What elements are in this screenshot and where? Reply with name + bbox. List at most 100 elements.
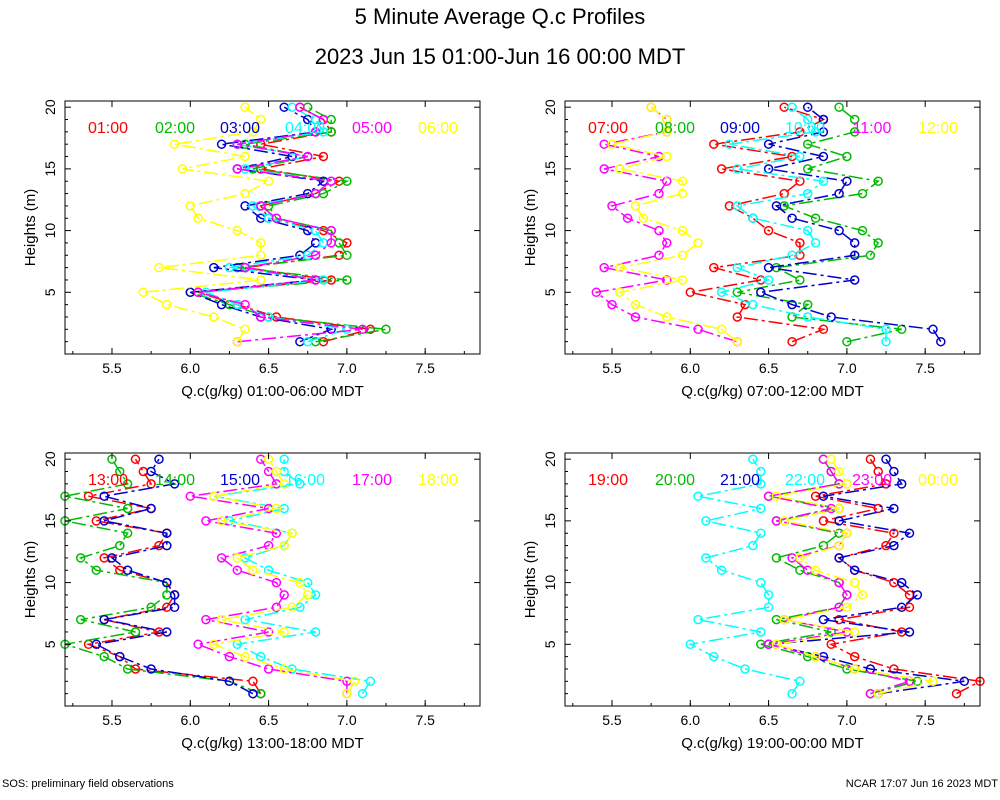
data-point xyxy=(662,114,672,125)
data-point xyxy=(787,299,797,310)
data-point xyxy=(732,201,743,211)
data-point xyxy=(787,688,797,699)
data-point xyxy=(716,324,727,335)
x-tick-label: 7.0 xyxy=(337,360,357,376)
data-point xyxy=(662,151,672,162)
data-point xyxy=(732,287,743,298)
data-point xyxy=(302,336,313,347)
y-tick-label: 5 xyxy=(42,288,58,296)
legend-entry: 04:00 xyxy=(285,120,325,137)
x-tick-label: 7.5 xyxy=(915,712,935,728)
data-point xyxy=(802,312,813,322)
data-point xyxy=(662,127,672,137)
data-point xyxy=(779,516,789,526)
data-point xyxy=(763,225,774,236)
data-point xyxy=(256,201,266,211)
data-point xyxy=(75,553,86,563)
x-tick-label: 5.5 xyxy=(102,712,122,728)
y-tick-label: 10 xyxy=(42,575,58,591)
data-point xyxy=(279,664,289,674)
data-point xyxy=(279,540,289,551)
series-line-0800 xyxy=(737,106,902,343)
data-point xyxy=(709,262,719,273)
data-point xyxy=(834,102,844,112)
x-tick-label: 7.0 xyxy=(337,712,357,728)
y-axis-label: Heights (m) xyxy=(522,189,539,267)
x-tick-label: 6.5 xyxy=(259,712,279,728)
data-point xyxy=(654,225,664,236)
data-point xyxy=(787,336,797,347)
data-point xyxy=(857,188,868,199)
y-tick-label: 20 xyxy=(542,451,558,467)
series-line-0500 xyxy=(197,106,363,343)
data-point xyxy=(763,262,774,273)
x-tick-label: 6.0 xyxy=(181,712,201,728)
data-point xyxy=(185,491,196,501)
data-point xyxy=(716,565,727,575)
data-point xyxy=(881,479,891,489)
data-point xyxy=(873,688,883,699)
data-point xyxy=(224,651,235,662)
data-point xyxy=(318,238,329,248)
data-point xyxy=(818,454,829,464)
data-point xyxy=(271,466,282,477)
data-point xyxy=(122,479,133,489)
legend-entry: 21:00 xyxy=(720,472,760,489)
data-point xyxy=(881,454,891,464)
data-point xyxy=(834,577,844,588)
data-point xyxy=(896,602,907,613)
data-point xyxy=(263,176,274,186)
data-point xyxy=(763,590,774,600)
plot-frame xyxy=(564,100,981,355)
data-point xyxy=(216,299,227,310)
data-point xyxy=(857,590,868,600)
data-point xyxy=(599,164,609,174)
data-point xyxy=(810,565,821,575)
data-point xyxy=(256,275,266,285)
legend-entry: 23:00 xyxy=(852,472,892,489)
data-point xyxy=(240,651,250,662)
data-point xyxy=(849,127,860,137)
data-point xyxy=(685,287,696,298)
data-point xyxy=(138,466,149,477)
y-tick-label: 10 xyxy=(542,575,558,591)
chart-subtitle: 2023 Jun 15 01:00-Jun 16 00:00 MDT xyxy=(314,44,686,69)
data-point xyxy=(279,590,289,600)
data-point xyxy=(873,503,883,514)
legend-entry: 16:00 xyxy=(285,472,325,489)
data-point xyxy=(693,238,703,248)
data-point xyxy=(662,312,672,322)
series-line-1900 xyxy=(815,458,983,695)
legend-entry: 11:00 xyxy=(853,120,892,137)
data-point xyxy=(599,262,609,273)
data-point xyxy=(224,676,235,687)
data-point xyxy=(849,577,860,588)
data-point xyxy=(849,275,860,285)
y-tick-label: 5 xyxy=(42,640,58,648)
data-point xyxy=(115,651,125,662)
data-point xyxy=(271,503,282,514)
legend-entry: 05:00 xyxy=(352,120,392,137)
data-point xyxy=(232,225,243,236)
series-line-1200 xyxy=(611,106,738,343)
data-point xyxy=(928,324,938,335)
data-point xyxy=(849,664,860,674)
data-point xyxy=(904,528,915,538)
data-point xyxy=(615,262,625,273)
data-point xyxy=(138,287,149,298)
data-point xyxy=(842,602,852,613)
data-point xyxy=(795,151,805,162)
y-tick-label: 15 xyxy=(542,513,558,529)
data-point xyxy=(248,127,258,137)
data-point xyxy=(224,262,235,273)
data-point xyxy=(795,553,805,563)
data-point xyxy=(630,312,641,322)
legend-entry: 10:00 xyxy=(785,120,825,137)
x-tick-label: 6.0 xyxy=(181,360,201,376)
data-point xyxy=(709,651,719,662)
data-point xyxy=(318,151,329,162)
data-point xyxy=(342,176,352,186)
data-point xyxy=(724,139,735,149)
data-point xyxy=(677,275,688,285)
legend-entry: 15:00 xyxy=(220,472,260,489)
